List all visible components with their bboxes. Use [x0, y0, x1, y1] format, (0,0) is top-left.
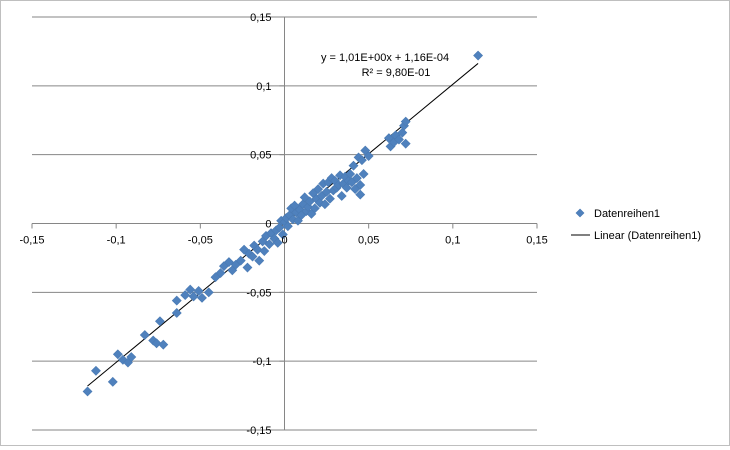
- y-tick-label-3: 0: [265, 219, 271, 231]
- x-tick-label-0: -0,15: [19, 235, 44, 247]
- data-point-101: [397, 127, 408, 138]
- data-point-90: [355, 180, 366, 190]
- y-tick-label-6: 0,15: [250, 12, 271, 24]
- data-point-1: [91, 365, 101, 376]
- legend-label-linear: Linear (Datenreihen1): [594, 230, 701, 242]
- data-point-82: [341, 182, 352, 193]
- data-point-56: [298, 199, 308, 210]
- data-point-0: [82, 386, 93, 397]
- data-point-10: [158, 339, 169, 350]
- y-tick-label-0: -0,15: [246, 425, 271, 437]
- data-point-3: [112, 349, 123, 360]
- data-point-6: [126, 352, 137, 362]
- data-point-100: [394, 134, 404, 145]
- data-point-47: [282, 221, 293, 232]
- data-point-28: [242, 262, 253, 273]
- x-tick-label-6: 0,15: [526, 235, 547, 247]
- data-point-32: [252, 244, 263, 255]
- legend-marker-datenreihen1: [575, 208, 585, 218]
- data-point-79: [336, 191, 347, 201]
- trendline-equation: y = 1,01E+00x + 1,16E-04: [321, 52, 449, 64]
- data-point-16: [188, 291, 199, 302]
- legend-label-datenreihen1: Datenreihen1: [594, 208, 660, 220]
- x-tick-label-5: 0,1: [445, 235, 460, 247]
- data-point-63: [309, 203, 320, 214]
- data-point-7: [139, 330, 150, 340]
- x-tick-label-1: -0,1: [107, 235, 126, 247]
- tick-labels: -0,15 -0,1 -0,05 0 0,05 0,1 0,15 -0,15 -0,1 -0,05…: [19, 12, 547, 437]
- data-point-14: [180, 290, 191, 301]
- data-point-26: [235, 255, 246, 266]
- data-point-86: [348, 160, 359, 171]
- data-point-19: [203, 287, 214, 298]
- data-point-30: [247, 251, 258, 262]
- data-point-42: [274, 222, 285, 233]
- data-point-59: [303, 202, 313, 212]
- data-point-60: [304, 196, 315, 207]
- data-point-15: [185, 284, 196, 295]
- y-tick-label-2: -0,05: [246, 287, 271, 299]
- data-point-2: [107, 376, 118, 387]
- data-point-9: [151, 338, 162, 349]
- data-point-27: [239, 244, 250, 255]
- data-point-44: [277, 229, 288, 240]
- x-tick-label-4: 0,05: [358, 235, 379, 247]
- data-point-33: [254, 255, 265, 266]
- y-tick-label-4: 0,05: [250, 150, 271, 162]
- data-point-65: [313, 184, 324, 195]
- data-point-78: [335, 170, 345, 181]
- data-point-84: [345, 169, 356, 179]
- data-point-35: [259, 246, 270, 256]
- data-point-105: [473, 50, 484, 61]
- data-point-21: [215, 268, 226, 278]
- data-point-12: [171, 308, 182, 318]
- data-point-92: [357, 155, 367, 166]
- data-point-23: [224, 257, 234, 267]
- data-point-93: [358, 169, 369, 179]
- data-point-41: [272, 237, 283, 248]
- data-point-17: [193, 286, 204, 296]
- data-point-50: [287, 214, 298, 225]
- x-tick-label-2: -0,05: [188, 235, 213, 247]
- legend: Datenreihen1 Linear (Datenreihen1): [571, 208, 701, 242]
- data-point-69: [319, 199, 330, 210]
- data-point-88: [351, 173, 362, 183]
- data-point-91: [355, 189, 366, 200]
- y-tick-label-5: 0,1: [256, 81, 271, 93]
- data-point-72: [325, 193, 335, 204]
- data-point-13: [171, 295, 182, 306]
- y-tick-label-1: -0,1: [253, 356, 272, 368]
- data-point-18: [197, 292, 207, 303]
- data-points: [82, 50, 484, 397]
- trendline-r-squared: R² = 9,80E-01: [362, 67, 431, 79]
- data-point-37: [264, 239, 275, 250]
- data-point-96: [383, 133, 394, 144]
- data-point-103: [400, 116, 411, 127]
- x-tick-label-3: 0: [281, 235, 287, 247]
- data-point-104: [400, 138, 411, 149]
- data-point-95: [363, 151, 374, 161]
- data-point-11: [155, 316, 165, 327]
